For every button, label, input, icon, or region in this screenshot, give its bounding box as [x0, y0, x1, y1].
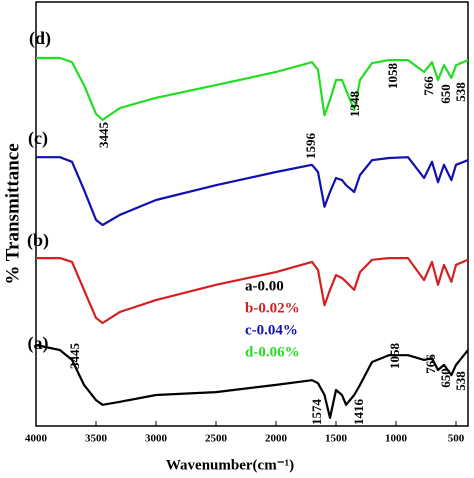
peak-label: 766: [423, 354, 438, 374]
plot-frame: [35, 1, 469, 427]
peak-label: 538: [453, 82, 468, 102]
peak-label: 1058: [385, 63, 400, 90]
peak-label: 1596: [303, 133, 318, 160]
peak-label: 650: [438, 84, 453, 104]
peak-label: 1058: [387, 343, 402, 370]
peak-label: 1416: [351, 399, 366, 426]
spectrum-line: [35, 343, 469, 419]
peak-label: 3445: [96, 122, 111, 149]
legend-entry: b-0.02%: [245, 300, 300, 316]
peak-label: 766: [421, 76, 436, 96]
peak-label: 538: [453, 371, 468, 391]
peak-label: 1574: [309, 399, 324, 426]
x-tick-label: 3000: [145, 433, 168, 445]
peak-label: 1348: [347, 91, 362, 118]
spectrum-line: [36, 56, 469, 121]
legend-entry: c-0.04%: [245, 322, 298, 338]
x-tick-label: 3500: [85, 433, 108, 445]
legend-entry: a-0.00: [245, 278, 284, 294]
peak-label: 3445: [67, 343, 82, 370]
curve-label: (c): [28, 128, 48, 149]
spectrum-line: [36, 156, 469, 227]
curve-label: (d): [29, 28, 51, 49]
x-tick-label: 2500: [205, 433, 228, 445]
x-tick-label: 2000: [265, 433, 288, 445]
spectrum-line: [36, 257, 469, 325]
x-tick-label: 1500: [325, 433, 348, 445]
peak-label: 650: [438, 368, 453, 388]
x-tick-label: 500: [448, 433, 465, 445]
x-tick-label: 1000: [385, 433, 408, 445]
legend-entry: d-0.06%: [245, 344, 300, 360]
y-axis-label: % Transmittance: [2, 143, 23, 284]
x-tick-label: 4000: [25, 433, 48, 445]
curve-label: (b): [27, 230, 49, 251]
curve-label: (a): [28, 333, 49, 354]
x-axis-label: Wavenumber(cm⁻¹): [166, 457, 294, 473]
